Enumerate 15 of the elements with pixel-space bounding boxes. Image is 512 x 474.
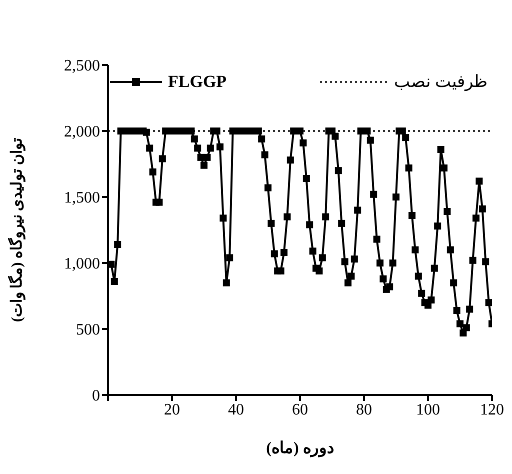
y-tick-label: 500 <box>76 322 100 339</box>
y-tick-label: 2,000 <box>64 124 100 141</box>
x-tick-label: 40 <box>228 401 244 418</box>
x-axis-title: دوره (ماه) <box>266 440 334 458</box>
x-tick-label: 20 <box>164 401 180 418</box>
legend-label: FLGGP <box>168 72 227 92</box>
y-tick-label: 1,500 <box>64 190 100 207</box>
x-tick-label: 120 <box>480 401 504 418</box>
y-tick-label: 0 <box>92 388 100 405</box>
x-tick-label: 100 <box>416 401 440 418</box>
y-tick-label: 2,500 <box>64 58 100 75</box>
x-tick-label: 80 <box>356 401 372 418</box>
x-tick-label: 60 <box>292 401 308 418</box>
y-tick-label: 1,000 <box>64 256 100 273</box>
legend-label: ظرفیت نصب <box>394 71 488 92</box>
